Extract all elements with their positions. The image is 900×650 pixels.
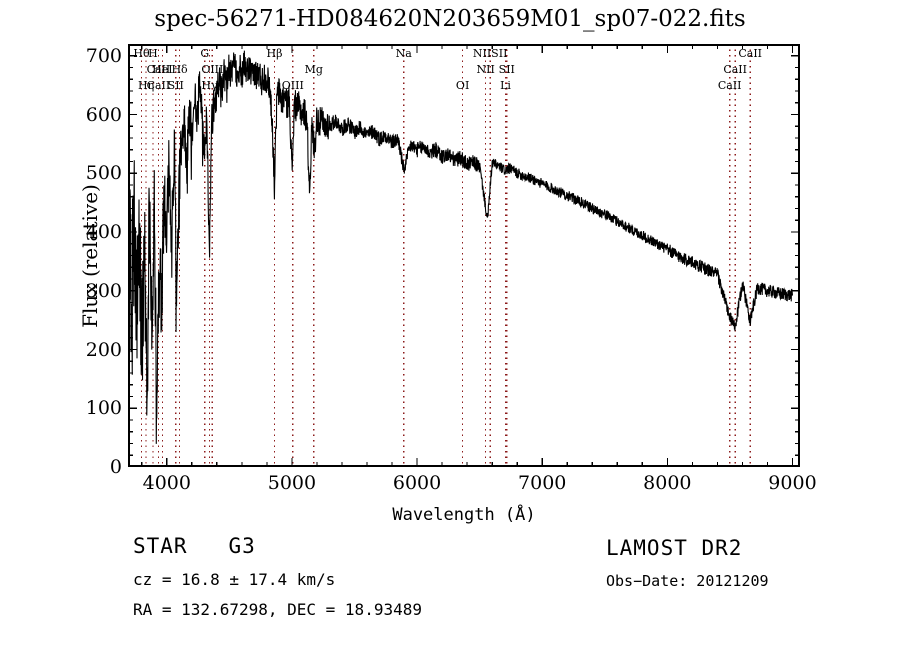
footer-spacer bbox=[188, 534, 229, 558]
x-axis-tick-label: 6000 bbox=[392, 472, 442, 494]
page-title: spec-56271-HD084620N203659M01_sp07-022.f… bbox=[154, 6, 746, 32]
y-axis-tick-label: 100 bbox=[85, 397, 122, 420]
y-axis-tick-label: 400 bbox=[85, 221, 122, 243]
footer-object-type: STAR G3 bbox=[133, 534, 256, 558]
x-axis-tick-label: 4000 bbox=[142, 472, 191, 494]
footer-object-type-value: STAR bbox=[133, 534, 188, 558]
spectrum-trace bbox=[128, 50, 794, 444]
x-axis-tick-labels: 4000 5000 6000 7000 8000 9000 bbox=[128, 472, 817, 498]
plot-frame-border bbox=[128, 44, 800, 467]
footer-info: STAR G3 cz = 16.8 ± 17.4 km/s RA = 132.6… bbox=[0, 534, 900, 644]
line-marker-gridlines bbox=[140, 44, 751, 467]
chart-plot-area bbox=[128, 44, 800, 467]
y-axis-tick-label: 500 bbox=[85, 162, 122, 185]
footer-survey-name: LAMOST DR2 bbox=[606, 536, 743, 560]
y-axis-tick-label: 600 bbox=[85, 103, 122, 126]
y-axis-tick-label: 700 bbox=[85, 44, 122, 67]
y-axis-tick-label: 300 bbox=[85, 279, 122, 302]
footer-redshift-velocity: cz = 16.8 ± 17.4 km/s bbox=[133, 570, 336, 589]
x-axis-tick-label: 9000 bbox=[768, 472, 817, 494]
x-axis-tick-label: 8000 bbox=[643, 472, 692, 494]
y-axis-tick-label: 200 bbox=[85, 338, 122, 361]
y-axis-tick-label: 0 bbox=[109, 456, 122, 478]
footer-spectral-class-value: G3 bbox=[228, 534, 256, 558]
x-axis-title: Wavelength (Å) bbox=[392, 505, 536, 525]
footer-coordinates: RA = 132.67298, DEC = 18.93489 bbox=[133, 600, 422, 619]
y-axis-tick-labels: Flux (relative) 0 100 200 300 400 500 600 700 bbox=[58, 44, 122, 476]
footer-observation-date: Obs−Date: 20121209 bbox=[606, 572, 769, 590]
x-axis-tick-label: 5000 bbox=[267, 472, 317, 494]
x-axis-tick-label: 7000 bbox=[518, 472, 567, 494]
y-axis-title: Flux (relative) bbox=[78, 184, 102, 328]
